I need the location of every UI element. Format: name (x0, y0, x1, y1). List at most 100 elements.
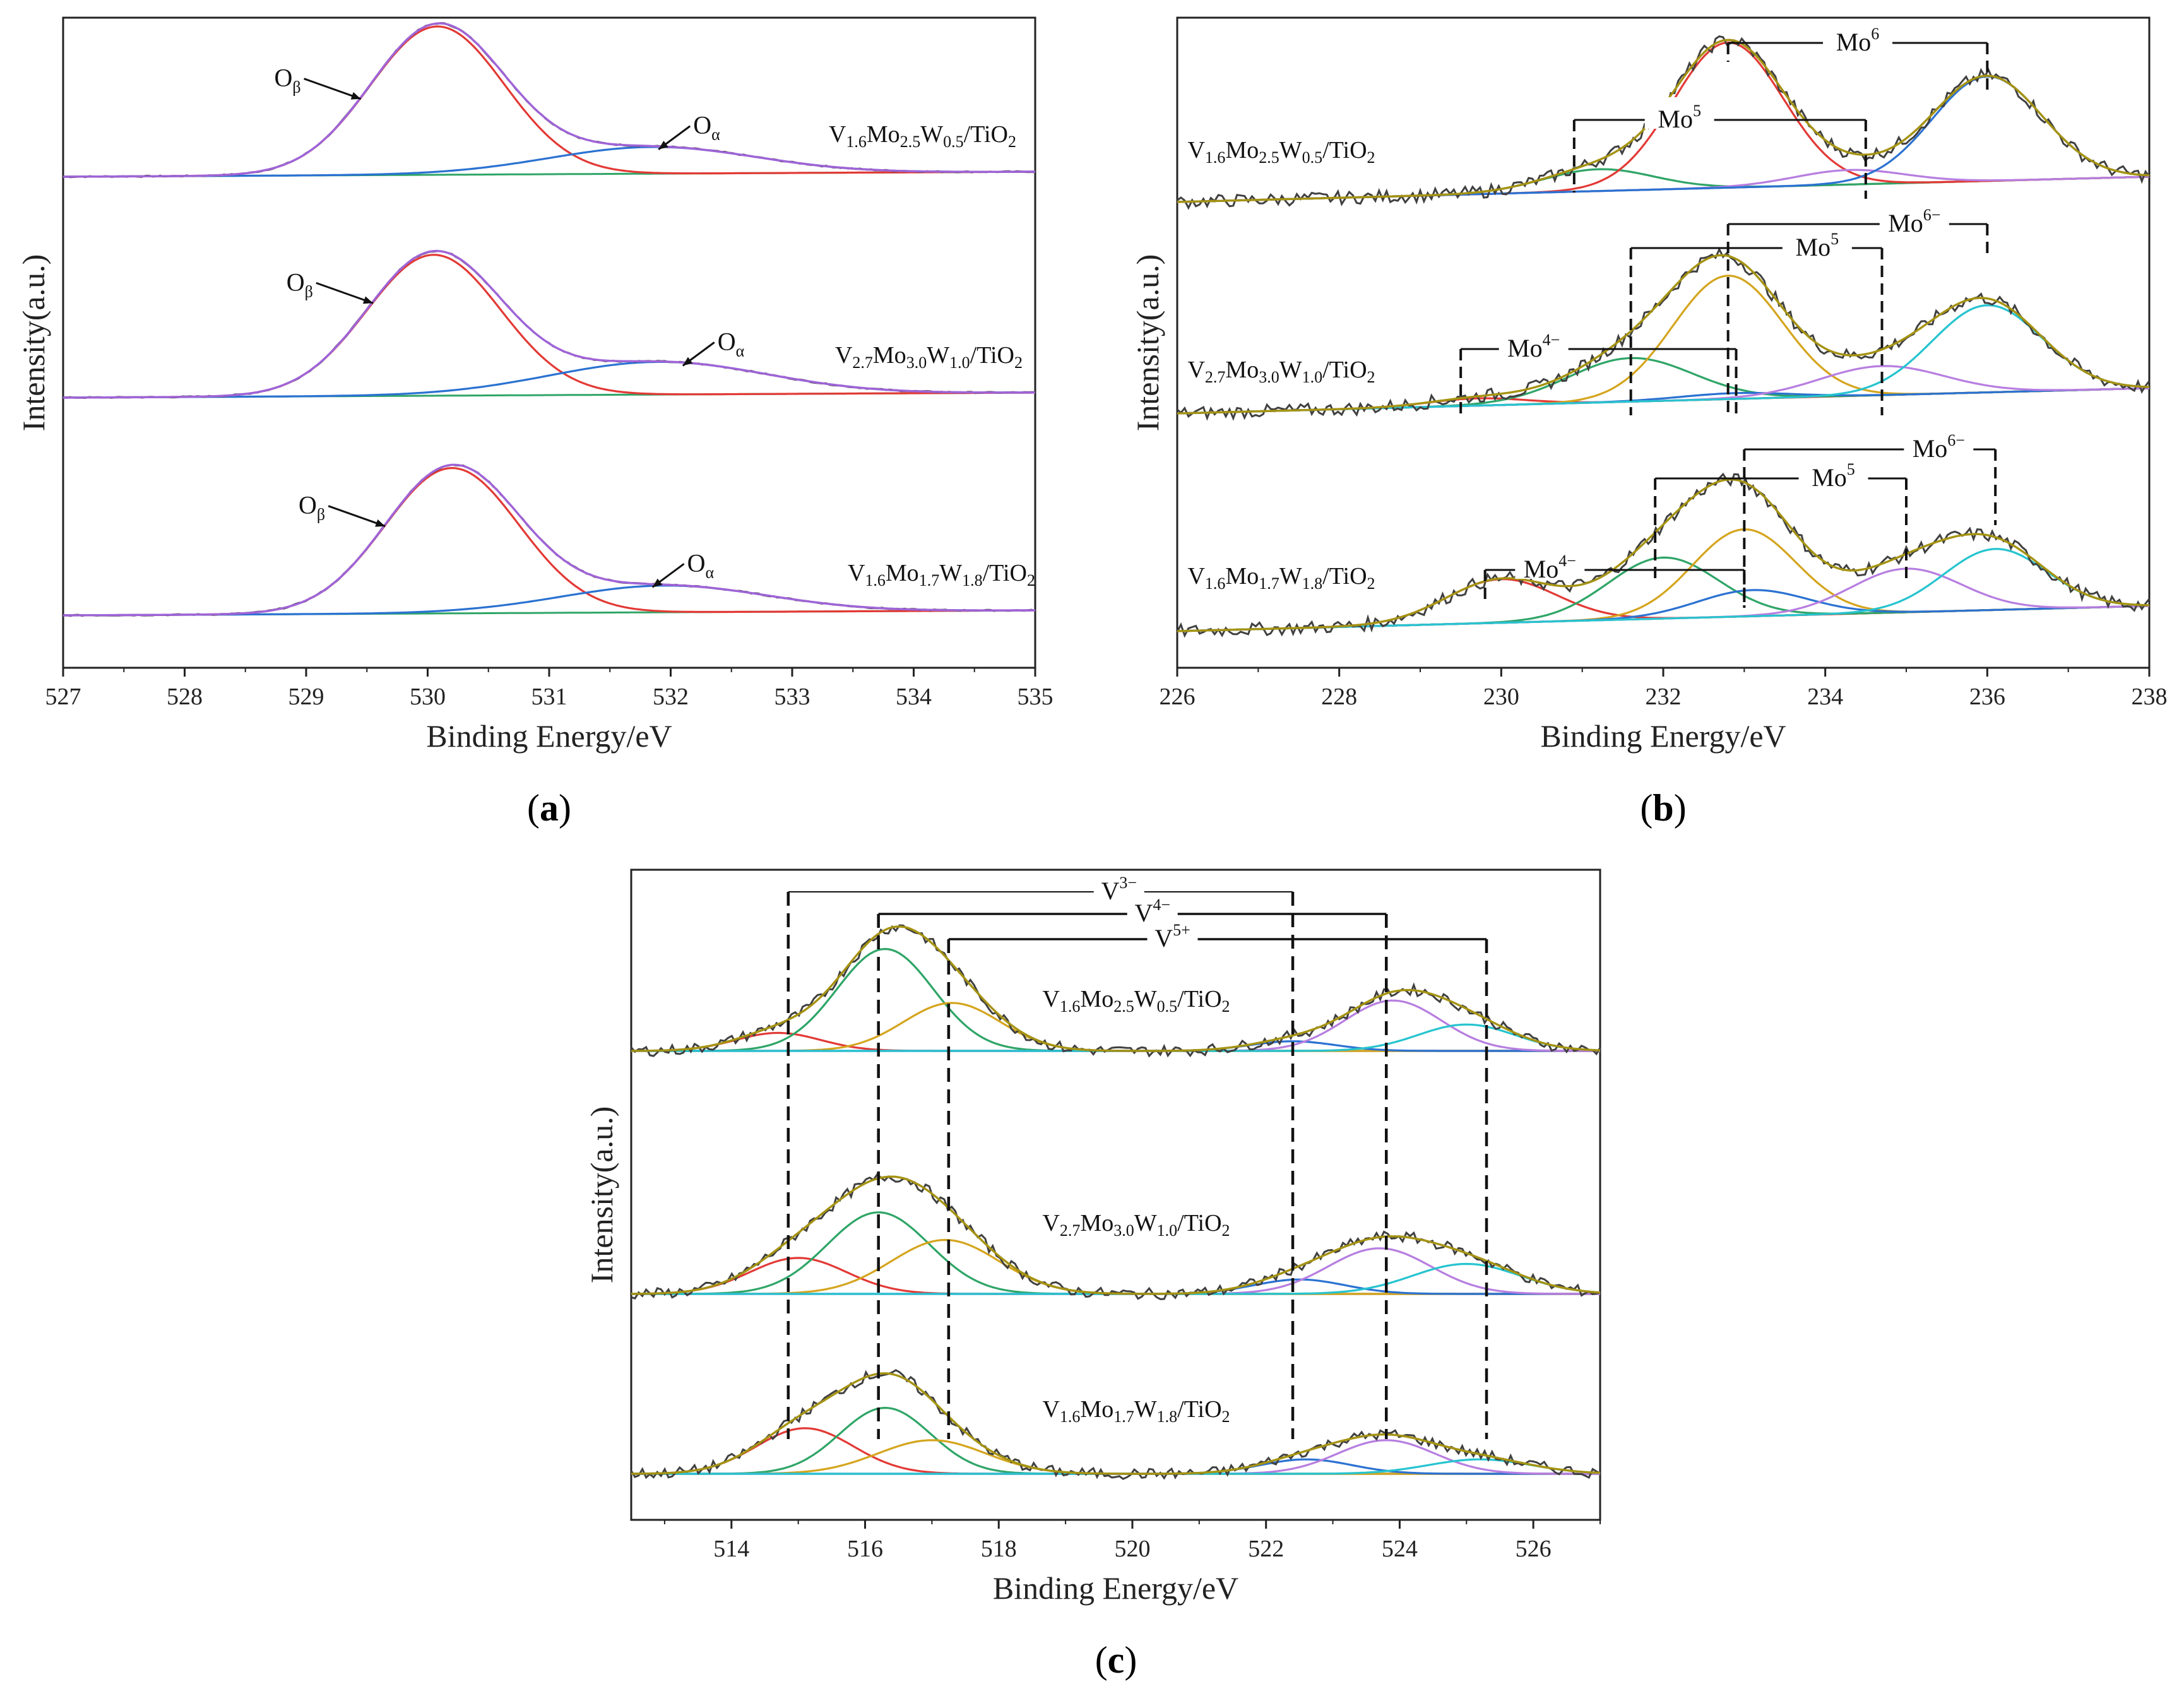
sample-label: V1.6Mo2.5W0.5/TiO2 (829, 121, 1016, 151)
raw-spectrum (630, 924, 1601, 1058)
arrow-head (652, 578, 663, 588)
bracket-label-bg (1515, 547, 1585, 579)
panel-label: (c) (1095, 1639, 1137, 1681)
annotation-arrow (328, 505, 386, 528)
sample-label: V2.7Mo3.0W1.0/TiO2 (835, 342, 1023, 372)
panel-label: (a) (527, 787, 571, 829)
y-axis-label: Intensity(a.u.) (1130, 254, 1165, 431)
annotation-arrow (316, 282, 374, 304)
sample-label: V1.6Mo1.7W1.8/TiO2 (848, 560, 1035, 590)
x-tick-label: 527 (45, 684, 81, 710)
panel-label: (b) (1640, 787, 1686, 829)
bracket-label: Mo6− (1913, 431, 1965, 463)
fit-envelope (63, 249, 1035, 399)
raw-spectrum (62, 21, 1036, 179)
sample-label: V2.7Mo3.0W1.0/TiO2 (1042, 1210, 1230, 1240)
bracket-label: Mo5 (1796, 230, 1839, 261)
arrow-head (682, 357, 693, 366)
x-tick-label: 524 (1382, 1536, 1418, 1562)
arrow-head (362, 296, 373, 304)
component-peak (631, 1257, 1600, 1295)
x-tick-label: 514 (713, 1536, 749, 1562)
x-tick-label: 230 (1483, 684, 1519, 710)
raw-spectrum (1177, 247, 2151, 421)
x-tick-label: 522 (1248, 1536, 1284, 1562)
fit-envelope (63, 463, 1036, 617)
arrow-head (658, 140, 668, 150)
component-peak (63, 25, 1035, 178)
bracket-label: Mo5 (1658, 102, 1701, 133)
sample-label: V1.6Mo1.7W1.8/TiO2 (1187, 563, 1375, 593)
panel-b: 226 228 230 232 234 236 238 Binding Energy/eV In… (1130, 16, 2168, 829)
peak-annotation: Oα (687, 548, 715, 581)
bracket-label-bg (1823, 20, 1892, 52)
bracket-label: Mo5 (1812, 460, 1855, 492)
annotation-arrow (304, 78, 362, 100)
component-peak (631, 1439, 1600, 1475)
bracket-label-bg (1904, 427, 1974, 458)
fit-envelope (63, 22, 1035, 178)
sample-label: V2.7Mo3.0W1.0/TiO2 (1187, 357, 1375, 386)
fit-envelope (1177, 478, 2150, 632)
peak-annotation: Oα (718, 327, 745, 360)
bracket-label: Mo4− (1507, 331, 1560, 362)
peak-annotation: Oβ (275, 64, 301, 97)
fit-envelope (631, 1372, 1601, 1475)
bracket-label-bg (1499, 326, 1569, 358)
arrow-head (375, 519, 386, 527)
component-peak (631, 1458, 1601, 1475)
bracket-label: V3− (1101, 874, 1137, 905)
bracket-label-bg (1127, 895, 1178, 923)
x-tick-label: 232 (1646, 684, 1682, 710)
bracket-label: V5+ (1154, 921, 1190, 952)
sample-label: V1.6Mo2.5W0.5/TiO2 (1187, 137, 1375, 167)
x-tick-label: 528 (167, 684, 203, 710)
sample-label: V1.6Mo2.5W0.5/TiO2 (1042, 986, 1230, 1016)
fit-envelope (1177, 254, 2150, 415)
component-peak (1177, 548, 2150, 632)
y-axis-label: Intensity(a.u.) (16, 254, 51, 431)
fit-envelope (631, 925, 1601, 1052)
x-tick-label: 228 (1321, 684, 1357, 710)
plot-frame (630, 868, 1601, 1521)
x-axis-label: Binding Energy/eV (1540, 718, 1786, 754)
bracket-label-bg (1798, 456, 1868, 487)
x-axis-label: Binding Energy/eV (426, 718, 672, 754)
peak-annotation: Oα (693, 111, 720, 144)
x-tick-label: 518 (981, 1536, 1017, 1562)
x-tick-label: 234 (1807, 684, 1843, 710)
peak-annotation: Oβ (299, 491, 325, 524)
panel-c: 514 516 518 520 522 524 526 Binding Energy/eV In… (584, 868, 1601, 1681)
x-tick-label: 516 (847, 1536, 883, 1562)
x-tick-label: 238 (2132, 684, 2168, 710)
y-axis-label: Intensity(a.u.) (584, 1106, 619, 1283)
bracket-label: V4− (1134, 896, 1170, 927)
panel-a: 527 528 529 530 531 532 533 534 535 Binding Energ… (16, 16, 1053, 829)
x-tick-label: 532 (653, 684, 689, 710)
component-peak (63, 466, 1035, 617)
x-tick-label: 236 (1969, 684, 2005, 710)
sample-label: V1.6Mo1.7W1.8/TiO2 (1042, 1396, 1230, 1426)
component-peak (1177, 168, 2150, 203)
bracket-label-bg (1644, 97, 1714, 129)
arrow-head (350, 92, 361, 100)
x-tick-label: 533 (774, 684, 810, 710)
bracket-label: Mo4− (1524, 552, 1576, 583)
x-tick-label: 529 (288, 684, 324, 710)
x-tick-label: 526 (1516, 1536, 1552, 1562)
x-axis-label: Binding Energy/eV (993, 1570, 1238, 1606)
bracket-label-bg (1147, 920, 1198, 948)
x-tick-label: 531 (531, 684, 567, 710)
x-tick-label: 535 (1018, 684, 1053, 710)
fit-envelope (631, 1175, 1601, 1295)
peak-annotation: Oβ (287, 268, 313, 300)
bracket-label-bg (1879, 201, 1949, 233)
x-tick-label: 534 (896, 684, 932, 710)
bracket-label-bg (1782, 225, 1852, 257)
raw-spectrum (62, 463, 1036, 617)
x-tick-label: 530 (410, 684, 446, 710)
x-tick-label: 520 (1114, 1536, 1150, 1562)
bracket-label: Mo6− (1888, 206, 1940, 237)
x-tick-label: 226 (1160, 684, 1196, 710)
